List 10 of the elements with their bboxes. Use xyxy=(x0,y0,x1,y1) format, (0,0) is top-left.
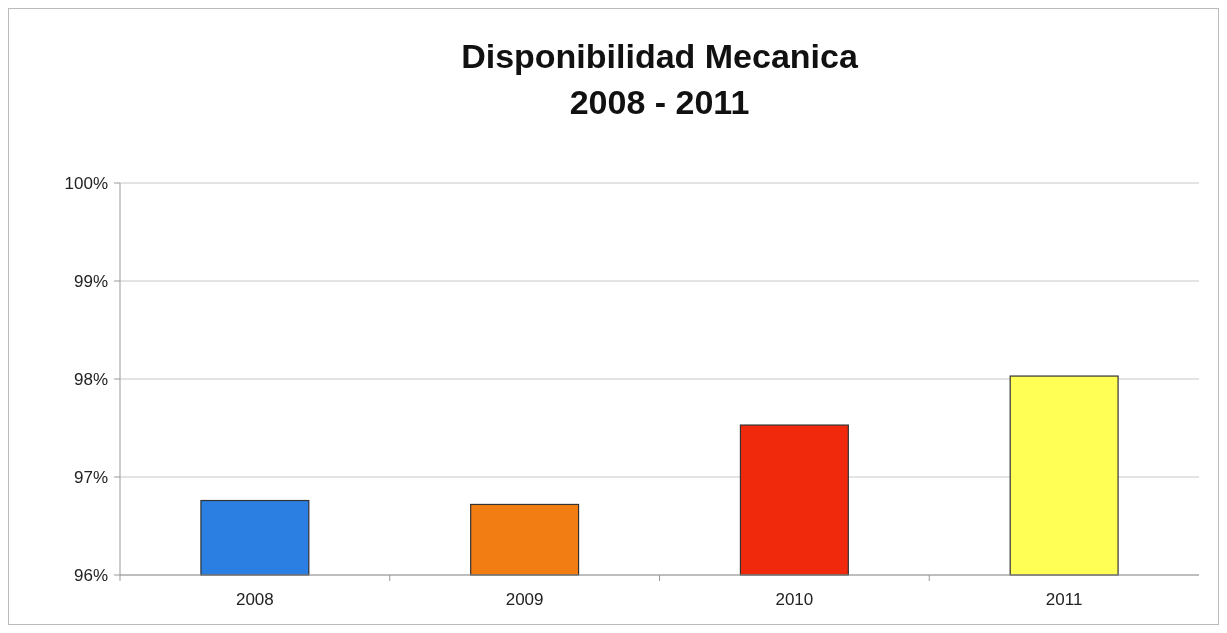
y-tick-label: 97% xyxy=(73,467,108,487)
y-tick-label: 98% xyxy=(73,369,108,389)
y-tick-label: 100% xyxy=(64,173,108,193)
x-tick-label: 2010 xyxy=(775,590,814,609)
x-tick-label: 2009 xyxy=(505,590,544,609)
x-tick-label: 2008 xyxy=(235,590,274,609)
chart-title: Disponibilidad Mecanica 2008 - 2011 xyxy=(461,37,859,121)
y-tick-label: 96% xyxy=(73,565,108,585)
x-tick-label: 2011 xyxy=(1045,590,1083,609)
y-tick-label: 99% xyxy=(73,271,108,291)
